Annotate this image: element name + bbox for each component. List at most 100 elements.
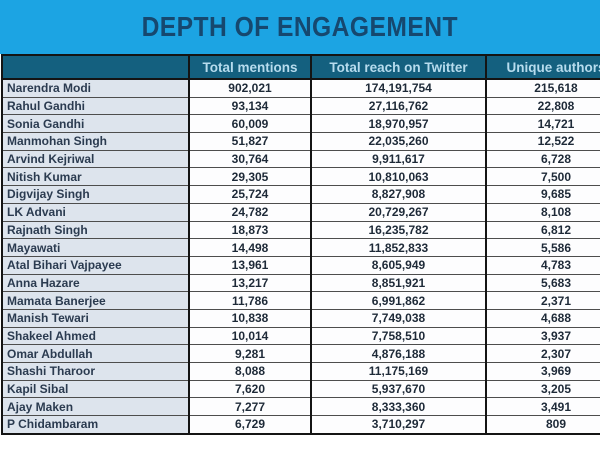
- column-header-total-mentions: Total mentions: [188, 55, 312, 80]
- table-row: Arvind Kejriwal 30,764 9,911,617 6,728: [1, 149, 600, 168]
- politician-name: P Chidambaram: [1, 415, 190, 434]
- twitter-reach-value: 11,852,833: [310, 238, 487, 257]
- unique-authors-value: 3,491: [485, 397, 600, 416]
- unique-authors-value: 3,205: [485, 379, 600, 398]
- twitter-reach-value: 11,175,169: [310, 362, 487, 381]
- total-mentions-value: 14,498: [188, 238, 312, 257]
- total-mentions-value: 8,088: [188, 362, 312, 381]
- politician-name: Ajay Maken: [1, 397, 190, 416]
- total-mentions-value: 11,786: [188, 291, 312, 310]
- unique-authors-value: 9,685: [485, 185, 600, 204]
- twitter-reach-value: 5,937,670: [310, 379, 487, 398]
- table-row: Manmohan Singh 51,827 22,035,260 12,522: [1, 132, 600, 151]
- total-mentions-value: 902,021: [188, 78, 312, 98]
- twitter-reach-value: 22,035,260: [310, 132, 487, 151]
- total-mentions-value: 13,217: [188, 273, 312, 292]
- table-row: Rahul Gandhi 93,134 27,116,762 22,808: [1, 96, 600, 115]
- politician-name: Manmohan Singh: [1, 132, 190, 151]
- table-body: Narendra Modi 902,021 174,191,754 215,618 Ra…: [1, 78, 600, 434]
- table-row: Shashi Tharoor 8,088 11,175,169 3,969: [1, 362, 600, 381]
- total-mentions-value: 51,827: [188, 132, 312, 151]
- twitter-reach-value: 27,116,762: [310, 96, 487, 115]
- total-mentions-value: 60,009: [188, 114, 312, 133]
- twitter-reach-value: 8,851,921: [310, 273, 487, 292]
- politician-name: Rajnath Singh: [1, 220, 190, 239]
- table-row: Manish Tewari 10,838 7,749,038 4,688: [1, 308, 600, 328]
- politician-name: Sonia Gandhi: [1, 114, 190, 133]
- total-mentions-value: 93,134: [188, 96, 312, 115]
- politician-name: Omar Abdullah: [1, 344, 190, 363]
- table-row: Sonia Gandhi 60,009 18,970,957 14,721: [1, 114, 600, 133]
- twitter-reach-value: 174,191,754: [310, 78, 487, 98]
- table-row: LK Advani 24,782 20,729,267 8,108: [1, 202, 600, 221]
- politician-name: Arvind Kejriwal: [1, 149, 190, 168]
- page-title: DEPTH OF ENGAGEMENT: [141, 11, 459, 42]
- politician-name: Atal Bihari Vajpayee: [1, 255, 190, 275]
- unique-authors-value: 809: [485, 415, 600, 434]
- politician-name: Nitish Kumar: [1, 167, 190, 186]
- unique-authors-value: 3,969: [485, 362, 600, 381]
- table-row: Nitish Kumar 29,305 10,810,063 7,500: [1, 167, 600, 186]
- total-mentions-value: 30,764: [188, 149, 312, 168]
- politician-name: Rahul Gandhi: [1, 96, 190, 115]
- politician-name: Shashi Tharoor: [1, 362, 190, 381]
- twitter-reach-value: 8,333,360: [310, 397, 487, 416]
- column-header-twitter-reach: Total reach on Twitter: [310, 55, 487, 80]
- politician-name: Narendra Modi: [1, 78, 190, 98]
- twitter-reach-value: 8,605,949: [310, 255, 487, 275]
- unique-authors-value: 3,937: [485, 326, 600, 345]
- politician-name: Mayawati: [1, 238, 190, 257]
- politician-name: Manish Tewari: [1, 308, 190, 328]
- total-mentions-value: 10,838: [188, 308, 312, 328]
- politician-name: LK Advani: [1, 202, 190, 221]
- table-row: Kapil Sibal 7,620 5,937,670 3,205: [1, 379, 600, 398]
- table-row: Mayawati 14,498 11,852,833 5,586: [1, 238, 600, 257]
- politician-name: Digvijay Singh: [1, 185, 190, 204]
- table-row: P Chidambaram 6,729 3,710,297 809: [1, 415, 600, 434]
- unique-authors-value: 2,371: [485, 291, 600, 310]
- column-header-unique-authors: Unique authors: [485, 55, 600, 80]
- table-row: Mamata Banerjee 11,786 6,991,862 2,371: [1, 291, 600, 310]
- unique-authors-value: 5,586: [485, 238, 600, 257]
- politician-name: Kapil Sibal: [1, 379, 190, 398]
- total-mentions-value: 7,620: [188, 379, 312, 398]
- unique-authors-value: 12,522: [485, 132, 600, 151]
- unique-authors-value: 2,307: [485, 344, 600, 363]
- twitter-reach-value: 3,710,297: [310, 415, 487, 434]
- table-row: Anna Hazare 13,217 8,851,921 5,683: [1, 273, 600, 292]
- table-row: Omar Abdullah 9,281 4,876,188 2,307: [1, 344, 600, 363]
- total-mentions-value: 6,729: [188, 415, 312, 434]
- table-row: Shakeel Ahmed 10,014 7,758,510 3,937: [1, 326, 600, 345]
- total-mentions-value: 25,724: [188, 185, 312, 204]
- twitter-reach-value: 7,758,510: [310, 326, 487, 345]
- table-row: Rajnath Singh 18,873 16,235,782 6,812: [1, 220, 600, 239]
- twitter-reach-value: 20,729,267: [310, 202, 487, 221]
- total-mentions-value: 7,277: [188, 397, 312, 416]
- engagement-table: Total mentions Total reach on Twitter Un…: [1, 54, 600, 435]
- twitter-reach-value: 9,911,617: [310, 149, 487, 168]
- table-row: Ajay Maken 7,277 8,333,360 3,491: [1, 397, 600, 416]
- twitter-reach-value: 18,970,957: [310, 114, 487, 133]
- twitter-reach-value: 6,991,862: [310, 291, 487, 310]
- unique-authors-value: 215,618: [485, 78, 600, 98]
- twitter-reach-value: 10,810,063: [310, 167, 487, 186]
- total-mentions-value: 9,281: [188, 344, 312, 363]
- table-header: Total mentions Total reach on Twitter Un…: [1, 55, 600, 80]
- total-mentions-value: 13,961: [188, 255, 312, 275]
- unique-authors-value: 6,812: [485, 220, 600, 239]
- politician-name: Shakeel Ahmed: [1, 326, 190, 345]
- politician-name: Anna Hazare: [1, 273, 190, 292]
- table-header-row: Total mentions Total reach on Twitter Un…: [1, 55, 600, 80]
- unique-authors-value: 4,783: [485, 255, 600, 275]
- twitter-reach-value: 7,749,038: [310, 308, 487, 328]
- twitter-reach-value: 16,235,782: [310, 220, 487, 239]
- twitter-reach-value: 8,827,908: [310, 185, 487, 204]
- total-mentions-value: 24,782: [188, 202, 312, 221]
- unique-authors-value: 7,500: [485, 167, 600, 186]
- table-row: Narendra Modi 902,021 174,191,754 215,618: [1, 78, 600, 98]
- unique-authors-value: 4,688: [485, 308, 600, 328]
- unique-authors-value: 6,728: [485, 149, 600, 168]
- unique-authors-value: 14,721: [485, 114, 600, 133]
- unique-authors-value: 22,808: [485, 96, 600, 115]
- total-mentions-value: 29,305: [188, 167, 312, 186]
